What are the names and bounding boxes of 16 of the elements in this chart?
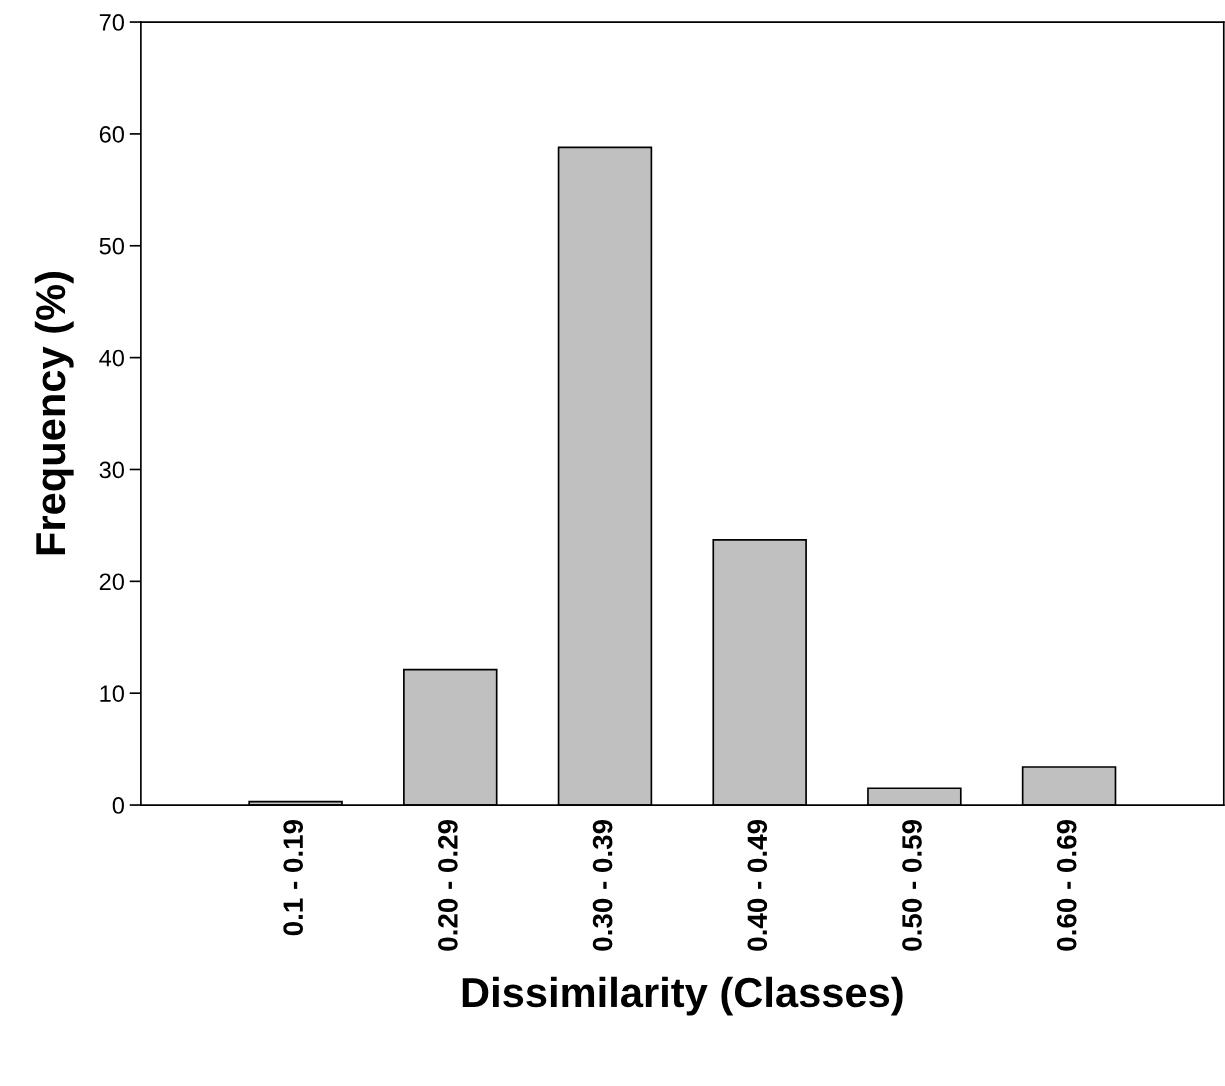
y-tick-label: 0: [112, 797, 124, 814]
y-tick-label: 70: [99, 14, 124, 31]
x-tick-label: 0.40 - 0.49: [747, 819, 768, 951]
x-tick-label: 0.50 - 0.59: [902, 819, 922, 951]
x-tick-label: 0.30 - 0.39: [592, 819, 613, 951]
y-tick-label: 60: [99, 125, 124, 143]
x-axis-title: Dissimilarity (Classes): [462, 976, 903, 1016]
y-axis-title: Frequency (%): [34, 272, 74, 555]
y-tick-label: 50: [99, 237, 124, 255]
y-tick-label: 10: [100, 685, 124, 702]
x-tick-label: 0.60 - 0.69: [1056, 819, 1077, 951]
y-tick-label: 40: [99, 349, 124, 367]
y-tick-label: 30: [99, 461, 124, 479]
y-tick-label: 20: [99, 573, 124, 591]
x-tick-label: 0.20 - 0.29: [438, 819, 458, 951]
x-tick-label: 0.1 - 0.19: [283, 819, 304, 936]
